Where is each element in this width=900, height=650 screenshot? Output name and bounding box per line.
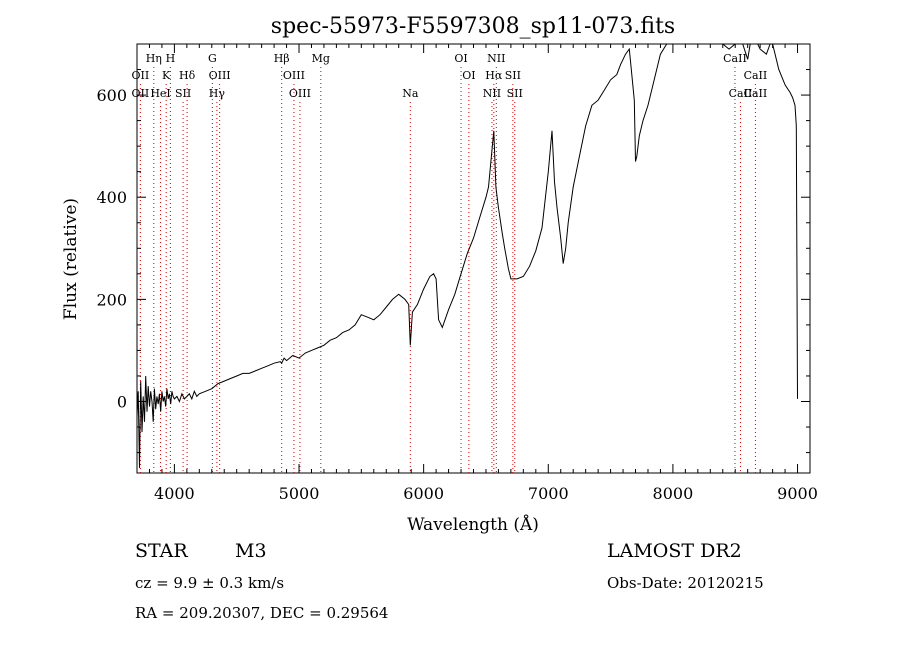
spectral-line-label: CaII — [729, 87, 753, 100]
y-tick-label: 400 — [96, 188, 127, 207]
ra-dec-info: RA = 209.20307, DEC = 0.29564 — [135, 604, 389, 622]
x-tick-label: 8000 — [653, 484, 694, 503]
redshift-info: cz = 9.9 ± 0.3 km/s — [135, 574, 285, 592]
y-axis-label: Flux (relative) — [61, 198, 81, 320]
y-tick-label: 600 — [96, 86, 127, 105]
spectral-line-label: CaII — [744, 69, 768, 82]
y-tick-label: 0 — [117, 393, 127, 412]
spectral-line-label: CaII — [723, 52, 747, 65]
x-tick-label: 5000 — [279, 484, 320, 503]
x-tick-label: 7000 — [528, 484, 569, 503]
x-tick-label: 4000 — [154, 484, 195, 503]
spectrum-line — [136, 43, 798, 468]
object-class: STAR — [135, 540, 188, 562]
spectral-line-label: H — [166, 52, 176, 65]
chart-title: spec-55973-F5597308_sp11-073.fits — [271, 14, 675, 39]
spectral-line-label: K — [162, 69, 171, 82]
y-tick-label: 200 — [96, 290, 127, 309]
axes: 4000 5000 6000 7000 8000 9000 0 200 400 600 — [96, 43, 818, 503]
x-tick-label: 6000 — [403, 484, 444, 503]
spectral-line-label: OI — [462, 69, 475, 82]
spectral-line-label: HeI — [150, 87, 170, 100]
spectral-line-label: Na — [402, 87, 419, 100]
spectral-line-label: SII — [507, 87, 523, 100]
spectral-line-label: Hβ — [274, 52, 290, 65]
x-axis-label: Wavelength (Å) — [407, 514, 539, 535]
spectral-line-label: OII — [132, 69, 150, 82]
spectral-line-label: Hγ — [209, 87, 226, 100]
spectral-line-label: SII — [505, 69, 521, 82]
spectral-line-label: CaII — [744, 87, 768, 100]
spectral-line-label: Mg — [312, 52, 330, 65]
x-tick-label: 9000 — [777, 484, 818, 503]
spectral-line-label: Hη — [146, 52, 162, 65]
spectral-line-label: NII — [483, 87, 501, 100]
spectral-line-label: NII — [487, 52, 505, 65]
spectral-line-label: OIII — [289, 87, 311, 100]
survey-name: LAMOST DR2 — [607, 540, 742, 562]
spectral-line-label: OI — [454, 52, 467, 65]
spectral-line-label: Hδ — [179, 69, 196, 82]
plot-frame — [136, 43, 811, 474]
spectral-line-label: OII — [132, 87, 150, 100]
spectral-line-label: Hα — [485, 69, 503, 82]
spectral-line-label: G — [208, 52, 217, 65]
spectral-line-label: SII — [175, 87, 191, 100]
spectral-line-label: OIII — [283, 69, 305, 82]
spectral-line-label: OIII — [209, 69, 231, 82]
object-subclass: M3 — [235, 540, 267, 562]
line-markers: OII OII Hη HK HeI SII Hδ G OIII Hγ Hβ OIII OIII Mg Na O… — [132, 52, 768, 473]
observation-date: Obs-Date: 20120215 — [607, 574, 764, 592]
